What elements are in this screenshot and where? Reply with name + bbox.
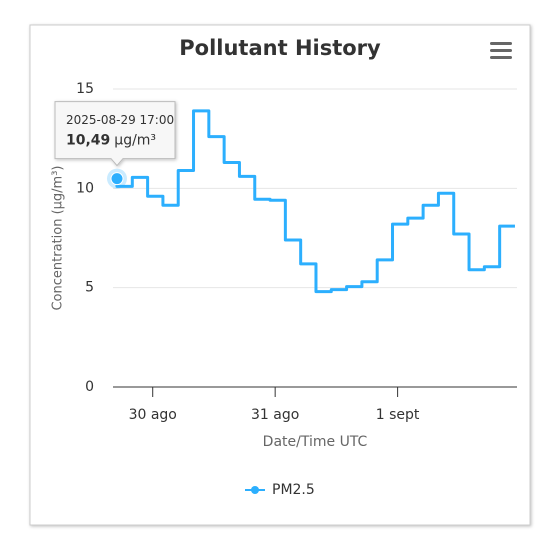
x-axis-label: Date/Time UTC <box>263 434 368 450</box>
tooltip-box <box>54 101 176 167</box>
x-tick-label: 1 sept <box>376 407 420 423</box>
x-tick-label: 31 ago <box>251 407 299 423</box>
y-axis-label: Concentration (µg/m³) <box>51 165 66 310</box>
legend-marker <box>251 486 259 494</box>
y-tick-label: 5 <box>85 280 94 296</box>
hover-marker <box>110 172 124 186</box>
chart-title: Pollutant History <box>179 36 381 60</box>
tooltip-unit: µg/m³ <box>114 133 156 149</box>
x-tick-label: 30 ago <box>129 407 177 423</box>
card <box>29 24 531 526</box>
tooltip-header: 2025-08-29 17:00 <box>66 113 174 127</box>
tooltip-value: 10,49 µg/m³ <box>66 133 156 149</box>
menu-button[interactable] <box>490 42 512 59</box>
line-series <box>115 109 515 294</box>
y-tick-label: 15 <box>76 81 94 97</box>
y-tick-label: 10 <box>76 180 94 196</box>
legend-label: PM2.5 <box>272 482 315 498</box>
y-tick-label: 0 <box>85 379 94 395</box>
tooltip-value-number: 10,49 <box>66 133 110 149</box>
